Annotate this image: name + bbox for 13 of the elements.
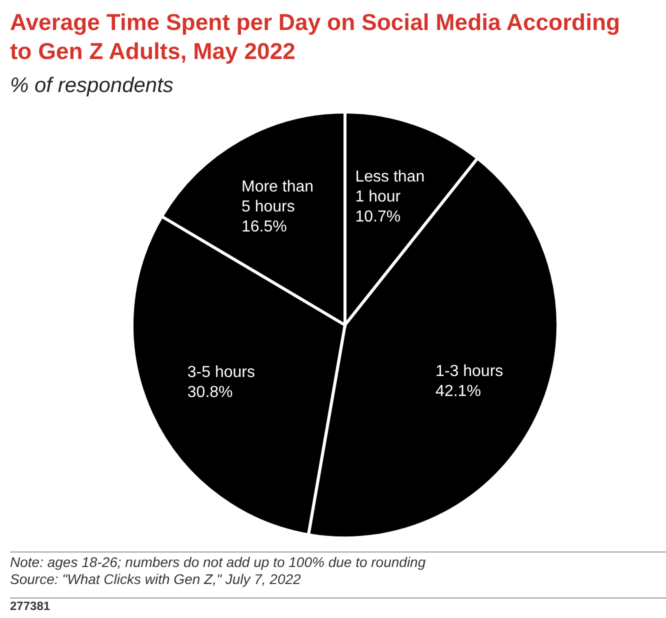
text: Note: ages 18-26; numbers do not add up to 100% due to rounding <box>10 554 426 570</box>
data-label: 30.8% <box>187 384 233 402</box>
chart-title: Average Time Spent per Day on Social Media According to Gen Z Adults, May 2022 <box>10 9 620 64</box>
source-note: Source: "What Clicks with Gen Z," July 7, 2022 <box>10 571 302 587</box>
data-label: 10.7% <box>355 208 401 226</box>
slice-label: Less than 1 hour <box>355 168 425 206</box>
data-label: 16.5% <box>241 218 287 236</box>
chart-subtitle: % of respondents <box>10 74 174 97</box>
text: 277381 <box>10 599 50 613</box>
slice-label: 1-3 hours <box>436 362 504 380</box>
slice-label: More than 5 hours <box>241 178 314 216</box>
data-label: 42.1% <box>436 382 481 400</box>
slice-label: 3-5 hours <box>187 364 255 382</box>
